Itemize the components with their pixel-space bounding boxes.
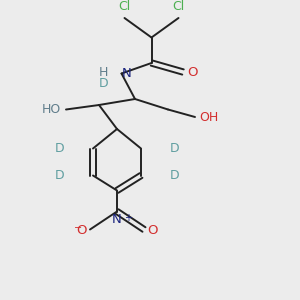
Text: N: N xyxy=(112,213,122,226)
Text: Cl: Cl xyxy=(172,1,184,13)
Text: D: D xyxy=(55,169,64,182)
Text: N: N xyxy=(122,67,131,80)
Text: O: O xyxy=(188,66,198,79)
Text: Cl: Cl xyxy=(118,1,130,13)
Text: +: + xyxy=(124,213,133,223)
Text: D: D xyxy=(55,142,64,155)
Text: D: D xyxy=(99,77,109,90)
Text: O: O xyxy=(147,224,158,237)
Text: D: D xyxy=(169,169,179,182)
Text: −: − xyxy=(74,223,82,233)
Text: D: D xyxy=(169,142,179,155)
Text: O: O xyxy=(76,224,87,237)
Text: H: H xyxy=(99,65,108,79)
Text: OH: OH xyxy=(200,111,219,124)
Text: HO: HO xyxy=(42,103,62,116)
